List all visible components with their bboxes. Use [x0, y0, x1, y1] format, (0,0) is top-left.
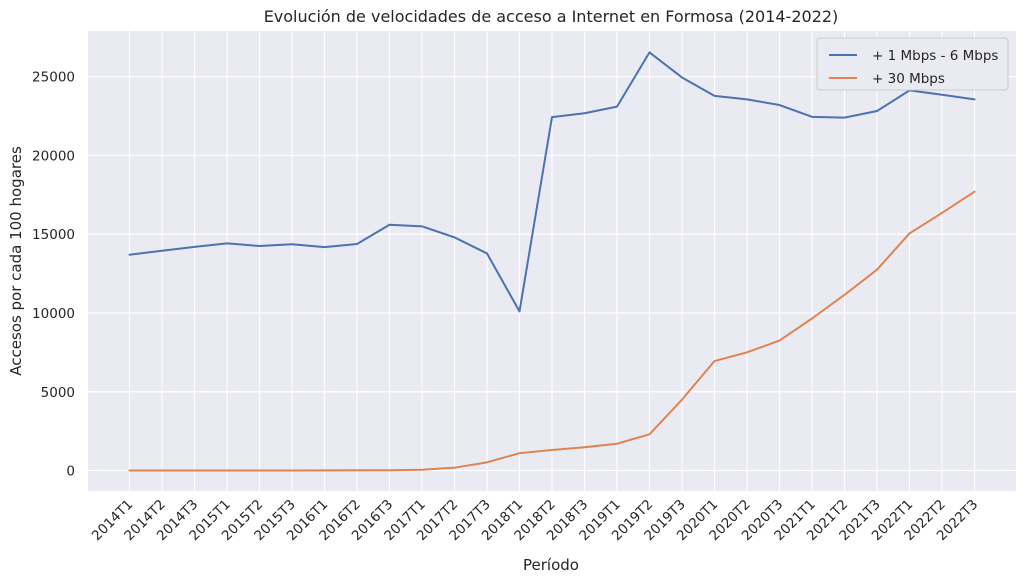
legend-label: + 1 Mbps - 6 Mbps [872, 48, 998, 64]
y-tick-label: 15000 [32, 227, 75, 243]
chart-title: Evolución de velocidades de acceso a Int… [264, 7, 839, 26]
series-line-1 [128, 51, 976, 313]
legend-box [816, 37, 1009, 91]
series-lines [128, 51, 976, 472]
x-axis-ticks: 2014T12014T22014T32015T12015T22015T32016… [89, 497, 982, 545]
y-tick-label: 20000 [32, 148, 75, 164]
legend: + 1 Mbps - 6 Mbps + 30 Mbps [816, 37, 1009, 91]
x-axis-label: Período [523, 556, 579, 574]
y-tick-label: 25000 [32, 70, 75, 86]
legend-label: + 30 Mbps [872, 71, 945, 87]
y-axis-ticks: 0 5000 10000 15000 20000 25000 [32, 70, 75, 480]
y-tick-label: 10000 [32, 306, 75, 322]
series-line-2 [128, 190, 976, 472]
grid-lines [88, 31, 1016, 491]
y-axis-label: Accesos por cada 100 hogares [7, 146, 25, 376]
y-tick-label: 0 [66, 464, 75, 480]
y-tick-label: 5000 [41, 385, 75, 401]
